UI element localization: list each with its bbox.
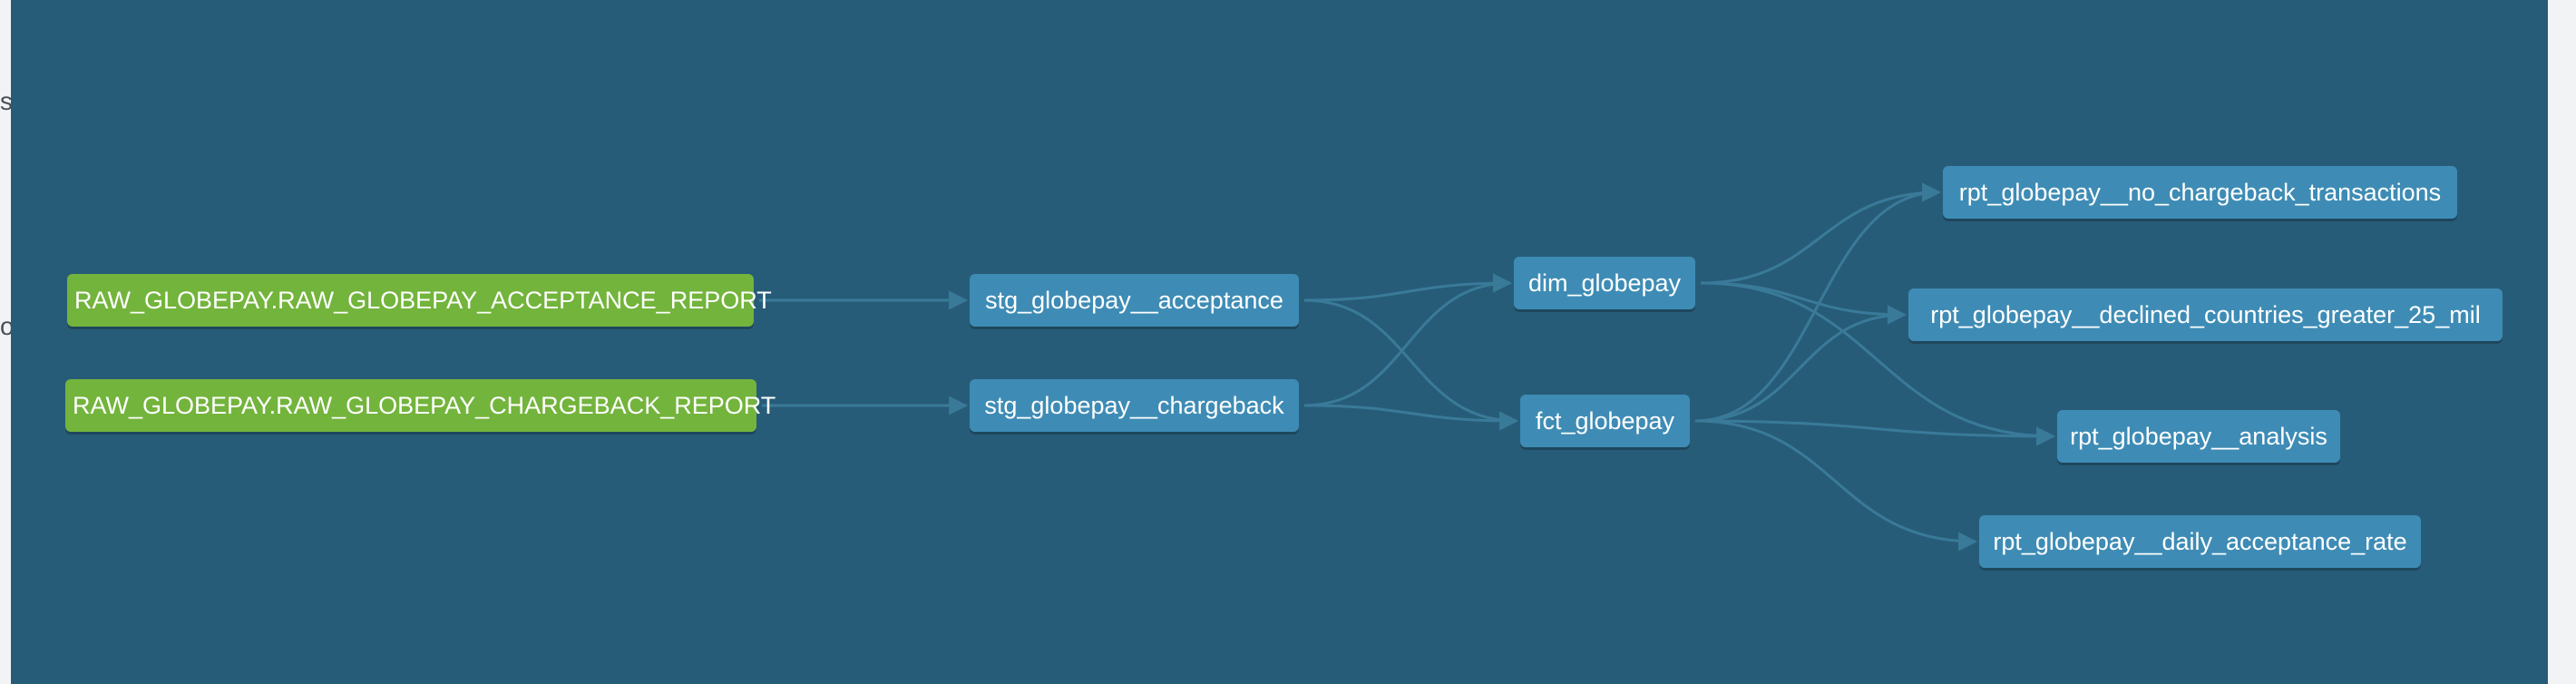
left-panel-text-fragment: s: [0, 89, 11, 114]
edge-dim_globepay-to-rpt_analysis: [1700, 281, 2056, 446]
edge-dim_globepay-to-rpt_no_chargeback: [1700, 182, 1942, 285]
edge-stg_acceptance-to-fct_globepay: [1303, 298, 1519, 431]
node-fct-globepay[interactable]: fct_globepay: [1520, 395, 1690, 447]
lineage-edges: [759, 182, 2056, 552]
node-stg-globepay-chargeback[interactable]: stg_globepay__chargeback: [970, 379, 1299, 432]
node-raw-globepay-chargeback-report[interactable]: RAW_GLOBEPAY.RAW_GLOBEPAY_CHARGEBACK_REP…: [65, 379, 776, 432]
node-rpt-globepay-no-chargeback-transactions[interactable]: rpt_globepay__no_chargeback_transactions: [1943, 166, 2457, 219]
edge-fct_globepay-to-rpt_no_chargeback: [1694, 182, 1942, 423]
node-raw-globepay-acceptance-report[interactable]: RAW_GLOBEPAY.RAW_GLOBEPAY_ACCEPTANCE_REP…: [67, 274, 772, 327]
edge-fct_globepay-to-rpt_declined: [1694, 305, 1908, 423]
node-rpt-globepay-analysis[interactable]: rpt_globepay__analysis: [2057, 410, 2340, 463]
edge-fct_globepay-to-rpt_daily: [1694, 419, 1978, 552]
node-stg-globepay-acceptance[interactable]: stg_globepay__acceptance: [970, 274, 1299, 327]
left-panel-text-fragment: o: [0, 314, 11, 339]
node-dim-globepay[interactable]: dim_globepay: [1514, 257, 1695, 309]
edge-dim_globepay-to-rpt_declined: [1700, 281, 1908, 325]
edge-stg_chargeback-to-fct_globepay: [1303, 404, 1519, 431]
node-rpt-globepay-daily-acceptance-rate[interactable]: rpt_globepay__daily_acceptance_rate: [1979, 515, 2421, 568]
right-panel-edge: [2548, 0, 2576, 684]
edge-fct_globepay-to-rpt_analysis: [1694, 419, 2056, 446]
edge-stg_acceptance-to-dim_globepay: [1303, 273, 1513, 302]
node-rpt-globepay-declined-countries[interactable]: rpt_globepay__declined_countries_greater…: [1908, 288, 2503, 341]
lineage-graph-canvas[interactable]: RAW_GLOBEPAY.RAW_GLOBEPAY_ACCEPTANCE_REP…: [11, 0, 2548, 684]
edge-stg_chargeback-to-dim_globepay: [1303, 273, 1513, 407]
